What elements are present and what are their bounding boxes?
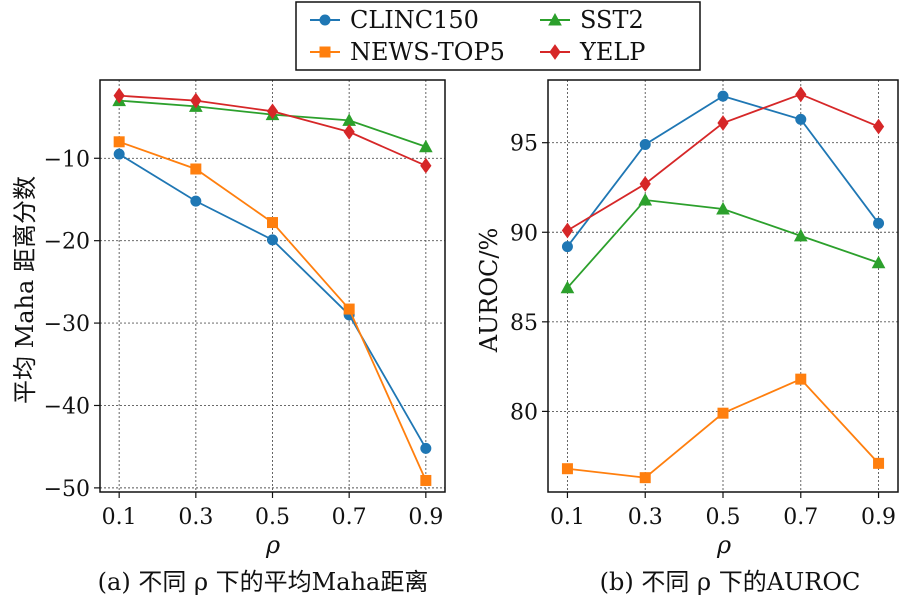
- y-tick-label: −40: [44, 394, 90, 419]
- data-point-news-top5: [113, 136, 125, 148]
- panel-a-caption: (a) 不同 ρ 下的平均Maha距离: [98, 568, 429, 596]
- panel-a-series: [112, 87, 433, 486]
- x-tick-label: 0.1: [102, 505, 137, 530]
- panel-a-ticks: 0.1 0.3 0.5 0.7 0.9 −10 −20 −30 −40 −50: [44, 147, 444, 530]
- data-point-yelp: [872, 118, 885, 135]
- data-point-yelp: [113, 87, 125, 104]
- y-tick-label: −10: [44, 147, 90, 172]
- data-point-yelp: [639, 176, 651, 192]
- y-tick-label: 80: [510, 400, 538, 425]
- legend-marker-sst2: [548, 12, 562, 26]
- data-point-sst2: [560, 280, 575, 294]
- legend-marker-news-top5: [319, 46, 331, 58]
- x-tick-label: 0.5: [706, 505, 741, 530]
- x-tick-label: 0.9: [408, 505, 443, 530]
- data-point-clinc150: [795, 113, 807, 125]
- y-tick-label: −50: [44, 477, 90, 502]
- legend-frame: [295, 1, 701, 71]
- legend-label-yelp: YELP: [579, 38, 645, 66]
- data-point-sst2: [638, 192, 653, 206]
- x-tick-label: 0.5: [255, 505, 290, 530]
- data-point-clinc150: [873, 217, 885, 229]
- panel-a-ylabel: 平均 Maha 距离分数: [11, 176, 39, 404]
- panel-b-caption: (b) 不同 ρ 下的AUROC: [600, 568, 861, 596]
- y-tick-label: 85: [510, 311, 538, 336]
- data-point-clinc150: [113, 148, 125, 160]
- panel-a-grid: [100, 80, 445, 492]
- x-tick-label: 0.9: [861, 505, 896, 530]
- panel-a-frame: [99, 79, 446, 493]
- panel-b-frame: [547, 79, 899, 493]
- data-point-yelp: [190, 92, 202, 109]
- data-point-clinc150: [267, 234, 278, 246]
- data-point-yelp: [795, 86, 807, 103]
- data-point-clinc150: [190, 195, 202, 207]
- data-point-clinc150: [420, 442, 432, 454]
- panel-b-grid: [548, 80, 898, 492]
- data-point-yelp: [343, 124, 355, 140]
- panel-a: 平均 Maha 距离分数 ρ (a) 不同 ρ 下的平均Maha距离 0.1 0.…: [11, 79, 446, 596]
- y-tick-label: 95: [510, 132, 538, 157]
- panel-b-xlabel: ρ: [716, 531, 731, 559]
- panel-b-ylabel: AUROC/%: [475, 228, 503, 354]
- data-point-news-top5: [561, 463, 573, 475]
- x-tick-label: 0.3: [628, 505, 663, 530]
- legend-marker-yelp: [549, 44, 561, 60]
- x-tick-label: 0.7: [332, 505, 367, 530]
- data-point-news-top5: [717, 407, 729, 419]
- x-tick-label: 0.3: [178, 505, 213, 530]
- legend-label-sst2: SST2: [580, 6, 644, 34]
- y-tick-label: −20: [44, 230, 90, 255]
- legend-label-clinc150: CLINC150: [350, 6, 479, 34]
- legend: CLINC150 SST2 NEWS-TOP5 YELP: [295, 1, 701, 71]
- data-point-sst2: [793, 228, 808, 242]
- data-point-news-top5: [873, 457, 885, 469]
- y-tick-label: 90: [510, 221, 538, 246]
- x-tick-label: 0.1: [550, 505, 585, 530]
- y-tick-label: −30: [44, 312, 90, 337]
- data-point-clinc150: [561, 241, 573, 253]
- data-point-news-top5: [343, 303, 355, 315]
- data-point-news-top5: [639, 472, 651, 484]
- data-point-yelp: [717, 115, 729, 131]
- data-point-sst2: [716, 201, 730, 215]
- data-point-news-top5: [190, 163, 202, 175]
- panel-b: AUROC/% ρ (b) 不同 ρ 下的AUROC 0.1 0.3 0.5 0.7 0…: [475, 79, 899, 596]
- panel-b-ticks: 0.1 0.3 0.5 0.7 0.9 80 85 90 95: [510, 132, 896, 530]
- data-point-news-top5: [420, 474, 432, 486]
- data-point-yelp: [266, 103, 279, 120]
- data-point-yelp: [420, 157, 432, 174]
- x-tick-label: 0.7: [783, 505, 818, 530]
- data-point-sst2: [418, 139, 433, 153]
- panel-b-series: [560, 86, 886, 484]
- panel-a-xlabel: ρ: [265, 531, 280, 559]
- legend-label-news-top5: NEWS-TOP5: [350, 38, 505, 66]
- data-point-yelp: [561, 222, 574, 239]
- data-point-clinc150: [717, 90, 729, 102]
- legend-marker-clinc150: [319, 14, 331, 26]
- data-point-sst2: [871, 255, 886, 269]
- data-point-news-top5: [267, 217, 278, 229]
- data-point-clinc150: [639, 138, 651, 150]
- data-point-news-top5: [795, 373, 807, 385]
